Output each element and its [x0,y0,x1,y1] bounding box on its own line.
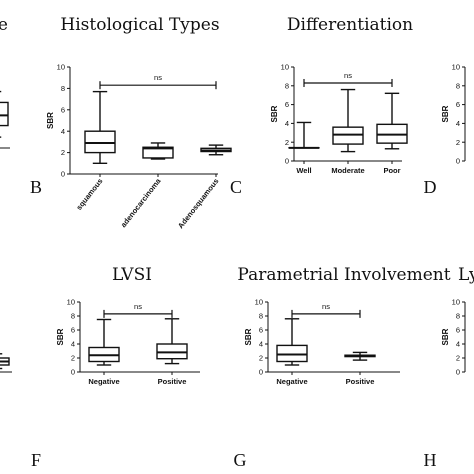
y-tick-label: 0 [456,157,460,166]
x-tick-label: Moderate [331,166,364,175]
panel-stage: stage [0,15,10,149]
panel-parametrial: Parametrial Involvement G 0 2 4 6 8 10 SBR Negati… [234,265,451,470]
y-tick-label: 0 [259,368,263,377]
box-plot [344,351,376,361]
panel-letter: G [234,450,247,470]
y-tick-label: 6 [456,326,460,335]
y-tick-label: 6 [61,105,65,114]
panel-letter: F [31,450,41,470]
box-plot [276,318,308,366]
box-plot [332,88,364,153]
y-tick-label: 8 [71,312,75,321]
y-tick-label: 2 [456,138,460,147]
y-tick-label: 8 [456,81,460,90]
panel-title: Histological Types [60,15,219,35]
panel-title: LVSI [112,265,152,285]
y-tick-label: 10 [57,63,65,72]
panel-letter: D [424,177,437,197]
y-tick-label: 10 [452,63,460,72]
y-tick-label: 2 [285,138,289,147]
box-iqr [84,130,116,154]
y-axis-label: SBR [244,328,253,345]
y-axis-label: SBR [46,112,55,129]
y-tick-label: 4 [259,340,263,349]
x-tick-label: Negative [88,377,119,386]
y-tick-label: 6 [456,100,460,109]
box-plot [0,353,10,370]
y-axis-label: SBR [56,328,65,345]
x-tick-label: Well [296,166,311,175]
y-axis-label: SBR [441,328,450,345]
ns-label: ns [134,302,142,311]
y-tick-label: 0 [456,368,460,377]
x-tick-label: Positive [158,377,187,386]
box-iqr [276,344,308,363]
panel-differentiation: Differentiation C 0 2 4 6 8 10 SBR Well Moderate Po… [230,15,413,197]
y-tick-label: 6 [259,326,263,335]
y-tick-label: 4 [456,340,460,349]
panel-lvsi: LVSI F 0 2 4 6 8 10 SBR Negative Positive ns [31,265,200,470]
y-tick-label: 6 [71,326,75,335]
ns-label: ns [154,73,162,82]
panel-partial-h: Ly H 0 2 4 6 8 10 SBR [424,265,474,470]
y-tick-label: 4 [61,127,65,136]
box-plot [0,90,9,138]
panel-partial-d: D 0 2 4 6 8 10 SBR [424,63,466,197]
y-tick-label: 6 [285,100,289,109]
ns-label: ns [322,302,330,311]
y-tick-label: 2 [259,354,263,363]
box-iqr [0,101,9,127]
y-tick-label: 10 [67,298,75,307]
panel-title: Parametrial Involvement [237,265,450,285]
y-axis-label: SBR [270,105,279,122]
x-tick-label: Poor [383,166,400,175]
panel-title: Ly [458,265,474,285]
y-tick-label: 2 [456,354,460,363]
y-tick-label: 8 [61,84,65,93]
y-tick-label: 4 [285,119,289,128]
y-tick-label: 8 [285,81,289,90]
y-tick-label: 10 [255,298,263,307]
y-tick-label: 4 [71,340,75,349]
panel-title: Differentiation [287,15,413,35]
box-plot [88,318,120,366]
y-tick-label: 0 [71,368,75,377]
y-tick-label: 2 [61,148,65,157]
y-tick-label: 0 [61,170,65,179]
y-tick-label: 10 [452,298,460,307]
box-iqr [142,146,174,159]
y-tick-label: 4 [456,119,460,128]
box-plot [84,90,116,165]
x-tick-label: Negative [276,377,307,386]
panel-letter: C [230,177,242,197]
y-tick-label: 0 [285,157,289,166]
box-plot [376,92,408,150]
box-iqr [156,343,188,360]
panel-letter: H [424,450,437,470]
y-axis-label: SBR [441,105,450,122]
x-tick-label: Positive [346,377,375,386]
panel-letter: B [30,177,42,197]
box-plot [288,121,320,149]
panel-title: stage [0,15,8,35]
y-tick-label: 10 [281,63,289,72]
y-tick-label: 2 [71,354,75,363]
y-tick-label: 8 [456,312,460,321]
box-plot [200,144,232,156]
box-plot [156,318,188,365]
box-plot [142,142,174,160]
panel-partial-e [0,353,12,373]
y-tick-label: 8 [259,312,263,321]
ns-label: ns [344,71,352,80]
